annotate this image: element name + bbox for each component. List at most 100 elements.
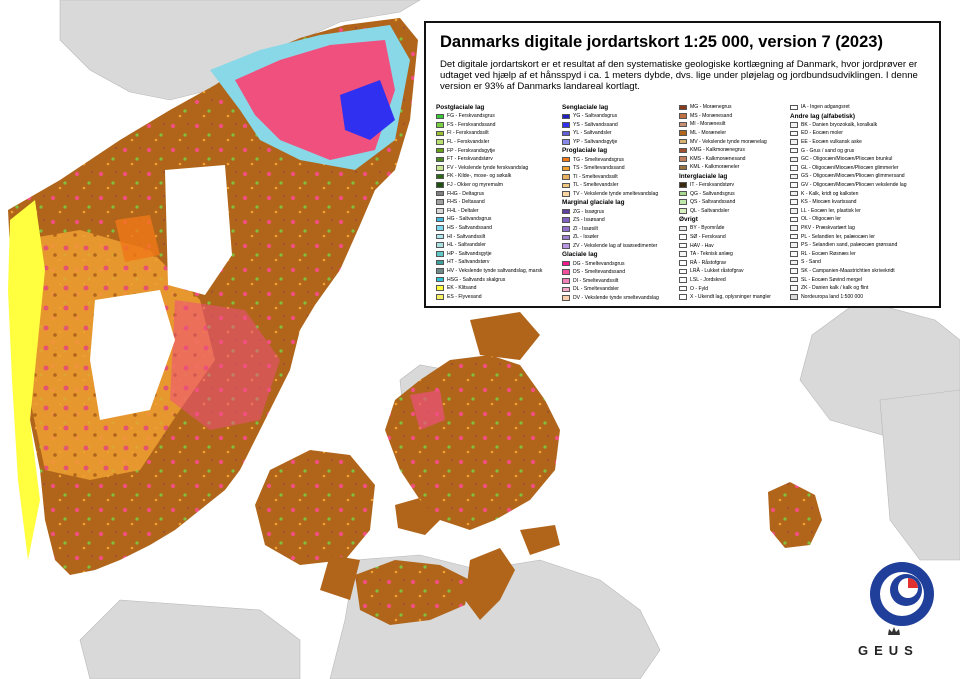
legend-group-title: Glaciale lag	[562, 251, 598, 259]
legend-item: RL - Eocæn Røsnæs ler	[790, 250, 940, 259]
legend-swatch	[790, 276, 798, 283]
legend-swatch	[436, 268, 444, 274]
legend-item: YL - Saltvandsler	[562, 129, 680, 138]
legend-group-title: Andre lag (alfabetisk)	[790, 112, 855, 120]
legend-label: TI - Smeltevandssilt	[573, 173, 618, 180]
legend-item: X - Ukendt lag, oplysninger mangler	[679, 293, 791, 302]
legend-column-3: MG - Morænegrus MS - Morænesand MI - Moræn…	[679, 103, 791, 301]
legend-label: YL - Saltvandsler	[573, 130, 612, 137]
legend-label: HG - Saltvandsgrus	[447, 216, 492, 223]
legend-swatch	[790, 122, 798, 128]
legend-swatch	[790, 268, 798, 274]
legend-swatch	[562, 260, 570, 267]
legend-swatch	[790, 216, 798, 223]
legend-item: EE - Eocæn vulkansk aske	[790, 138, 940, 147]
legend-item: DS - Smeltevandssand	[562, 268, 680, 277]
legend-item: SL - Eocæn Søvind mergel	[790, 275, 940, 284]
legend-label: TS - Smeltevandssand	[573, 165, 625, 172]
legend-item: FHG - Deltagrus	[436, 189, 561, 198]
legend-swatch	[679, 208, 687, 214]
legend-item: OL - Oligocæn ler	[790, 215, 940, 224]
legend-swatch	[679, 113, 687, 119]
legend-swatch	[436, 294, 444, 300]
legend-item: DL - Smeltevandsler	[562, 285, 680, 294]
funen	[255, 450, 445, 600]
legend-swatch	[562, 217, 570, 223]
legend-swatch	[562, 234, 570, 241]
legend-item: LSL - Jordskred	[679, 276, 791, 285]
legend-label: FS - Ferskvandssand	[447, 121, 496, 128]
legend-item: PKV - Præskvartært lag	[790, 224, 940, 233]
legend-label: GL - Oligocæn/Miocæn/Pliocæn glimmerler	[801, 164, 899, 171]
legend-swatch	[436, 208, 444, 214]
legend-swatch	[790, 225, 798, 231]
legend-item: ZS - Issøsand	[562, 216, 680, 225]
legend-swatch	[562, 278, 570, 284]
legend-item: QL - Saltvandsler	[679, 207, 791, 216]
bornholm	[768, 482, 822, 548]
legend-swatch	[562, 139, 570, 145]
legend-label: G - Grus / sand og grus	[801, 147, 855, 154]
legend-item: IT - Ferskvandstørv	[679, 181, 791, 190]
legend-item: RÅ - Råstofgrav	[679, 259, 791, 268]
legend-item: MI - Morænesilt	[679, 120, 791, 129]
legend-item: LRÅ - Lukket råstofgrav	[679, 267, 791, 276]
legend-label: KMS - Kalkmorænesand	[690, 155, 746, 162]
legend-label: KS - Miocæn kvartssand	[801, 199, 857, 206]
legend-item: DV - Vekslende tynde smeltevandslag	[562, 294, 680, 303]
legend-item: BY - Byområde	[679, 224, 791, 233]
legend-label: ZL - Issøler	[573, 234, 599, 241]
legend-item: YP - Saltvandsgytje	[562, 138, 680, 147]
legend-item: HSG - Saltvands skalgrus	[436, 275, 561, 284]
legend-label: FK - Kilde-, mose- og søkalk	[447, 173, 512, 180]
legend-swatch	[679, 199, 687, 205]
legend-label: ES - Flyvesand	[447, 293, 482, 300]
legend-item: SØ - Ferskvand	[679, 233, 791, 242]
legend-label: HSG - Saltvands skalgrus	[447, 276, 506, 283]
legend-swatch	[436, 259, 444, 266]
legend-column-2: Senglaciale lag YG - Saltvandsgrus YS - Sa…	[562, 103, 680, 302]
legend-label: HP - Saltvandsgytje	[447, 250, 492, 257]
legend-group-title: Proglaciale lag	[562, 147, 608, 155]
legend-label: FI - Ferskvandssilt	[447, 130, 489, 137]
legend-label: FHS - Deltasand	[447, 199, 485, 206]
legend-label: SL - Eocæn Søvind mergel	[801, 276, 862, 283]
legend-item: FT - Ferskvandstørv	[436, 155, 561, 164]
lolland-falster	[355, 525, 560, 625]
legend-item: HS - Saltvandssand	[436, 224, 561, 233]
legend-swatch	[679, 268, 687, 275]
legend-label: ZG - Issøgrus	[573, 208, 605, 215]
legend-swatch	[436, 182, 444, 188]
legend-label: KMG - Kalkmorænegrus	[690, 147, 745, 154]
legend-label: ML - Moræneler	[690, 130, 727, 137]
legend-item: FS - Ferskvandssand	[436, 121, 561, 130]
legend-label: QG - Saltvandsgrus	[690, 190, 735, 197]
legend-item: K - Kalk, kridt og kalksten	[790, 189, 940, 198]
legend-label: YP - Saltvandsgytje	[573, 139, 618, 146]
legend-swatch	[436, 242, 444, 248]
legend-swatch	[436, 173, 444, 180]
legend-swatch	[436, 122, 444, 128]
legend-swatch	[562, 122, 570, 128]
legend-label: FJ - Okker og myremalm	[447, 182, 504, 189]
geus-wordmark: GEUS	[858, 643, 919, 658]
legend-label: BY - Byområde	[690, 225, 725, 232]
legend-label: DL - Smeltevandsler	[573, 286, 619, 293]
legend-swatch	[562, 191, 570, 197]
legend-item: MG - Morænegrus	[679, 103, 791, 112]
legend-swatch	[436, 113, 444, 120]
legend-swatch	[790, 130, 798, 137]
legend-item: ZL - Issøler	[562, 233, 680, 242]
legend-swatch	[679, 260, 687, 266]
legend-label: GC - Oligocæn/Miocæn/Pliocæn brunkul	[801, 156, 893, 163]
legend-group-title: Marginal glaciale lag	[562, 199, 625, 207]
legend-label: YS - Saltvandssand	[573, 121, 618, 128]
legend-swatch	[790, 251, 798, 257]
legend-swatch	[679, 277, 687, 283]
legend-label: Nordeuropa land 1:500 000	[801, 293, 864, 300]
legend-label: ZS - Issøsand	[573, 217, 605, 224]
legend-item: PL - Selandien ler, palæocæn ler	[790, 232, 940, 241]
legend-item: SK - Campanien-Maastrichtien skrivekridt	[790, 267, 940, 276]
legend-swatch	[562, 286, 570, 293]
